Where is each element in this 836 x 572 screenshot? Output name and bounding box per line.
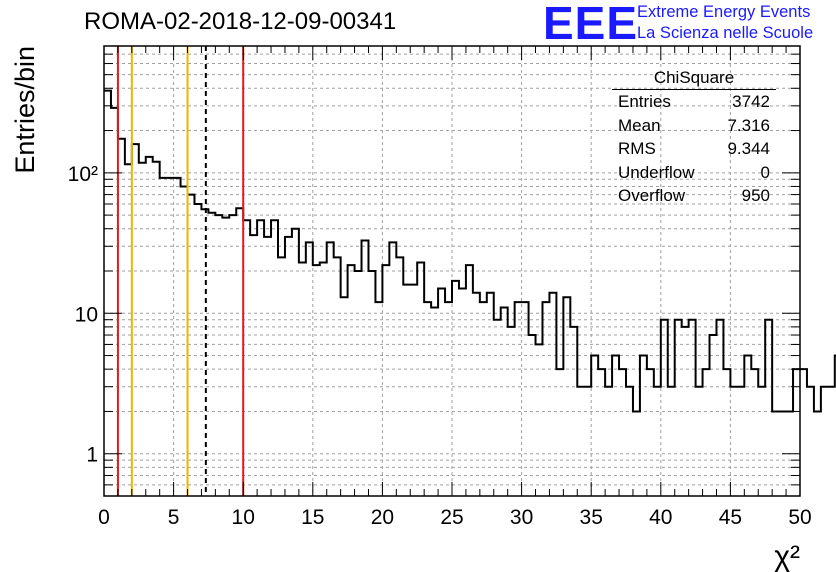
stats-value: 9.344 bbox=[727, 139, 770, 158]
stats-row-overflow: Overflow 950 bbox=[612, 184, 776, 208]
stats-row-mean: Mean 7.316 bbox=[612, 114, 776, 138]
stats-label: Overflow bbox=[618, 186, 686, 205]
x-tick-label: 50 bbox=[788, 506, 811, 529]
stats-label: Underflow bbox=[618, 162, 695, 182]
stats-value: 7.316 bbox=[727, 115, 770, 135]
stats-box: ChiSquare Entries 3742 Mean 7.316 RMS 9.… bbox=[612, 68, 776, 208]
x-tick-label: 0 bbox=[98, 506, 110, 529]
chart-title: ROMA-02-2018-12-09-00341 bbox=[84, 8, 397, 35]
y-tick-label: 10² bbox=[68, 163, 98, 186]
stats-row-rms: RMS 9.344 bbox=[612, 137, 776, 161]
histogram-step-line bbox=[104, 89, 836, 413]
x-tick-label: 10 bbox=[232, 506, 255, 529]
eee-logo: EEE bbox=[543, 0, 639, 49]
x-tick-label: 15 bbox=[301, 506, 324, 529]
stats-row-entries: Entries 3742 bbox=[612, 90, 776, 114]
stats-row-underflow: Underflow 0 bbox=[612, 161, 776, 185]
x-axis-label: χ² bbox=[774, 540, 800, 572]
y-axis-label: Entries/bin bbox=[10, 46, 40, 174]
stats-label: RMS bbox=[618, 139, 656, 158]
x-tick-label: 5 bbox=[168, 506, 180, 529]
x-tick-label: 20 bbox=[371, 506, 394, 529]
x-tick-label: 30 bbox=[510, 506, 533, 529]
x-tick-label: 25 bbox=[440, 506, 463, 529]
x-tick-label: 40 bbox=[649, 506, 672, 529]
y-tick-label: 10 bbox=[75, 303, 98, 326]
logo-line-2: La Scienza nelle Scuole bbox=[637, 24, 814, 42]
stats-label: Entries bbox=[618, 92, 671, 111]
y-tick-label: 1 bbox=[86, 444, 98, 467]
logo-line-1: Extreme Energy Events bbox=[637, 3, 811, 21]
stats-value: 0 bbox=[760, 162, 770, 182]
x-tick-label: 35 bbox=[580, 506, 603, 529]
stats-label: Mean bbox=[618, 115, 661, 135]
stats-value: 950 bbox=[741, 186, 770, 205]
stats-title: ChiSquare bbox=[612, 68, 776, 90]
stats-value: 3742 bbox=[732, 92, 770, 111]
x-tick-label: 45 bbox=[719, 506, 742, 529]
